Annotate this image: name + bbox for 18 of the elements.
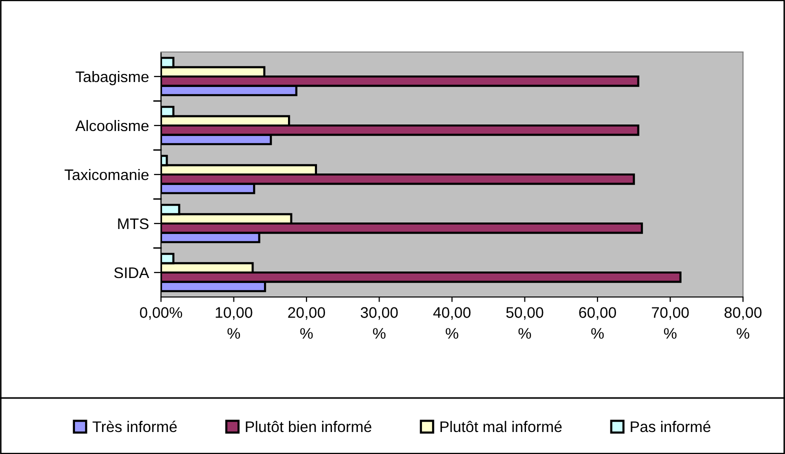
legend-label: Très informé: [92, 420, 177, 432]
x-tick-label: 60,00 %: [579, 307, 616, 339]
x-tick-label: 20,00 %: [288, 307, 326, 339]
x-tick-label: 70,00 %: [652, 307, 689, 339]
legend-label: Plutôt bien informé: [246, 420, 372, 432]
legend-label: Plutôt mal informé: [440, 420, 562, 432]
y-tick-label: Taxicomanie: [64, 168, 149, 180]
x-tick-label: 50,00 %: [506, 307, 544, 339]
y-tick-label: MTS: [118, 218, 148, 230]
legend-label: Pas informé: [630, 420, 710, 432]
x-tick-label: 10,00 %: [216, 307, 252, 339]
x-tick-label: 0,00%: [140, 307, 182, 320]
x-tick-label: 80,00 %: [724, 307, 762, 339]
x-tick-label: 30,00 %: [360, 307, 398, 339]
x-tick-label: 40,00 %: [433, 307, 471, 339]
y-tick-label: Tabagisme: [76, 70, 149, 86]
y-tick-label: SIDA: [114, 267, 150, 278]
y-tick-label: Alcoolisme: [75, 120, 149, 132]
